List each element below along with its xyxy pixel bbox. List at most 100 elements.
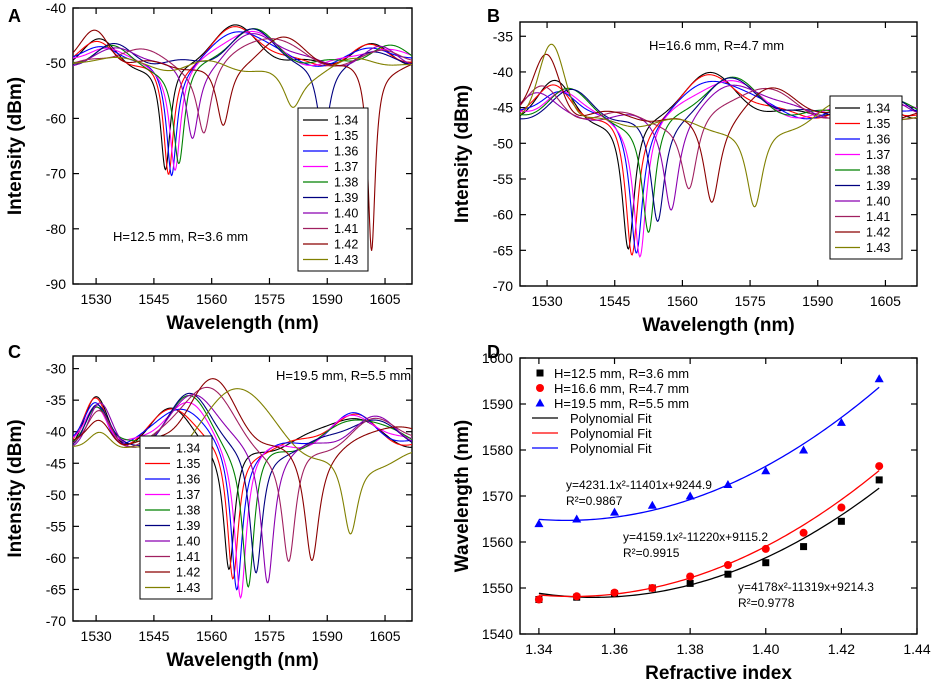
y-tick-label: -80 [46,221,66,237]
fit-r-squared: R²=0.9778 [738,596,795,610]
panel-label: C [8,342,21,362]
y-axis-label: Intensity (dBm) [452,85,473,223]
data-point [723,480,733,488]
data-point [837,517,845,525]
y-tick-label: -55 [46,518,66,534]
series-line-1.41 [73,38,412,134]
legend-entry: H=12.5 mm, R=3.6 mm [554,366,689,381]
legend-entry: 1.38 [334,176,358,190]
x-tick-label: 1605 [369,628,400,644]
y-tick-label: 1590 [482,396,513,412]
data-point [762,559,770,567]
y-tick-label: -50 [493,135,513,151]
series-line-1.43 [73,388,412,535]
legend-entry: 1.41 [866,210,890,224]
series-line-1.42 [73,378,412,561]
data-point [837,503,846,512]
x-tick-label: 1560 [667,293,698,309]
legend-entry: H=16.6 mm, R=4.7 mm [554,381,689,396]
x-tick-label: 1.40 [752,641,779,657]
y-tick-label: -45 [493,100,513,116]
panel-label: D [487,342,500,362]
y-tick-label: -70 [493,278,513,294]
series-line-1.42 [73,29,412,251]
series-line-1.38 [73,394,412,588]
legend-entry: Polynomial Fit [570,426,652,441]
legend-entry: 1.34 [334,114,358,128]
data-point [875,476,883,484]
plot-frame [72,7,413,285]
condition-annotation: H=19.5 mm, R=5.5 mm [276,368,411,383]
data-point [686,572,695,581]
y-tick-label: -70 [46,613,66,629]
legend-entry: 1.40 [866,195,890,209]
panel-a: 1530 1545 1560 1575 1590 1605 -90 -80 -70 -60 -50 -… [5,0,413,334]
x-tick-label: 1605 [369,291,400,307]
y-tick-label: -60 [46,110,66,126]
plot-frame [72,355,413,622]
legend-marker [536,384,544,392]
x-tick-label: 1590 [312,628,343,644]
legend-entry: 1.40 [334,207,358,221]
y-tick-label: -70 [46,166,66,182]
condition-annotation: H=12.5 mm, R=3.6 mm [113,229,248,244]
legend-entry: 1.37 [334,160,358,174]
x-axis-label: Wavelength (nm) [642,315,794,336]
panel-label: B [487,6,500,26]
legend-entry: 1.35 [176,457,200,471]
legend-entry: 1.34 [176,442,200,456]
panel-d: 1.34 1.36 1.38 1.40 1.42 1.44 1540 1550 1560 1570… [452,342,931,684]
legend-entry: 1.39 [176,519,200,533]
y-tick-label: -50 [46,487,66,503]
x-tick-label: 1575 [735,293,766,309]
legend-entry: 1.43 [176,581,200,595]
x-tick-label: 1590 [312,291,343,307]
y-tick-label: -40 [493,64,513,80]
x-tick-label: 1605 [870,293,901,309]
panel-c: 1530 1545 1560 1575 1590 1605 -70 -65 -60 -55 -50 -… [5,342,413,671]
fit-r-squared: R²=0.9915 [623,546,680,560]
data-point [800,543,808,551]
x-tick-label: 1575 [254,291,285,307]
fit-equation: y=4178x²-11319x+9214.3 [738,580,874,594]
y-tick-label: -65 [493,242,513,258]
legend-entry: 1.37 [866,148,890,162]
y-tick-label: -65 [46,581,66,597]
legend-entry: Polynomial Fit [570,441,652,456]
legend-entry: 1.42 [866,226,890,240]
data-point [648,584,657,592]
data-point [723,561,732,569]
y-tick-label: -55 [493,171,513,187]
plot-frame [519,21,918,287]
x-axis-label: Wavelength (nm) [166,313,318,334]
legend-entry: 1.35 [866,117,890,131]
x-tick-label: 1575 [254,628,285,644]
fit-line [538,469,880,598]
legend-entry: 1.38 [176,504,200,518]
data-point [534,595,543,604]
y-tick-label: -50 [46,55,66,71]
legend-entry: 1.39 [334,191,358,205]
y-tick-label: 1580 [482,442,513,458]
legend-entry: 1.40 [176,535,200,549]
data-point [610,588,619,597]
series-line-1.37 [73,401,412,599]
legend-entry: 1.36 [334,145,358,159]
x-tick-label: 1.42 [828,641,855,657]
legend-entry: 1.35 [334,129,358,143]
series-line-1.35 [73,26,412,175]
legend-entry: 1.42 [176,566,200,580]
x-tick-label: 1530 [531,293,562,309]
y-tick-label: -35 [493,28,513,44]
legend-entry: 1.34 [866,102,890,116]
y-axis-label: Intensity (dBm) [5,77,26,215]
y-tick-label: -40 [46,0,66,16]
panel-b: 1530 1545 1560 1575 1590 1605 -70 -65 -60 -55 -50 -… [452,6,918,336]
x-axis-label: Wavelength (nm) [166,650,318,671]
x-tick-label: 1.44 [903,641,930,657]
data-point [572,592,581,601]
legend-entry: H=19.5 mm, R=5.5 mm [554,396,689,411]
y-tick-label: 1540 [482,626,513,642]
legend-entry: 1.41 [334,222,358,236]
legend-entry: 1.37 [176,488,200,502]
